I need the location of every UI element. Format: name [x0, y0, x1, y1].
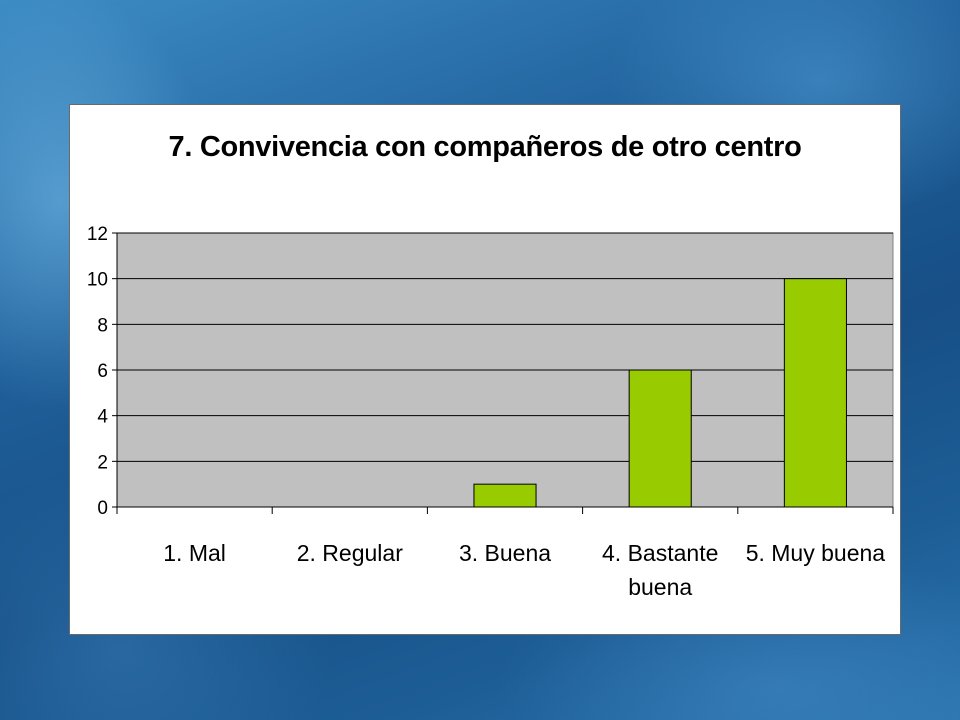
chart-container: 7. Convivencia con compañeros de otro ce…	[69, 104, 901, 635]
x-tick-label: buena	[628, 574, 692, 600]
y-tick-label: 0	[97, 498, 108, 519]
chart-title: 7. Convivencia con compañeros de otro ce…	[168, 131, 802, 163]
x-tick-label: 3. Buena	[459, 540, 551, 566]
bar	[783, 278, 847, 508]
bar-chart: 0 2 4 6 8 10 12 1. Mal 2. Regular 3. Buena 4. Bast…	[87, 224, 894, 600]
x-tick-label: 5. Muy buena	[746, 540, 886, 566]
bar	[628, 369, 692, 508]
y-tick-label: 10	[87, 270, 108, 291]
y-tick-label: 2	[97, 452, 108, 473]
y-tick-label: 4	[97, 407, 108, 428]
x-tick-label: 2. Regular	[297, 540, 403, 566]
y-tick-label: 8	[97, 315, 108, 336]
x-tick-label: 4. Bastante	[602, 540, 718, 566]
x-tick-label: 1. Mal	[163, 540, 226, 566]
y-tick-label: 12	[87, 224, 108, 245]
y-tick-label: 6	[97, 361, 108, 382]
bar	[473, 483, 537, 508]
